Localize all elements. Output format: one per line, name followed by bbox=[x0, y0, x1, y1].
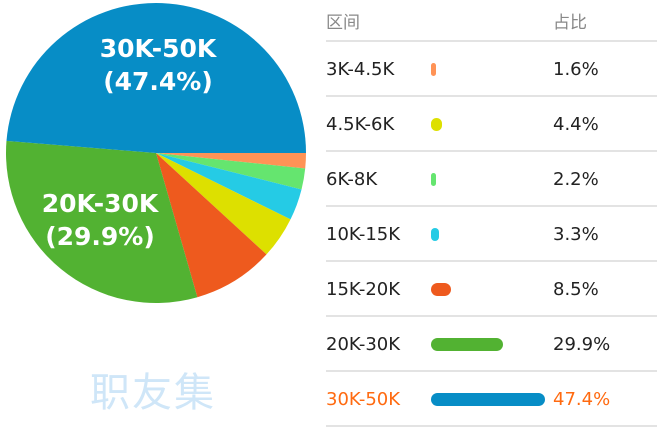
share-value: 3.3% bbox=[553, 224, 599, 245]
share-value: 8.5% bbox=[553, 279, 599, 300]
pie-slice-15K-20K bbox=[156, 153, 267, 298]
table-header: 区间 占比 bbox=[326, 0, 657, 42]
share-bar bbox=[431, 228, 439, 241]
range-label: 10K-15K bbox=[326, 224, 401, 245]
share-value: 47.4% bbox=[553, 389, 611, 410]
pie-slice-6K-8K bbox=[156, 153, 306, 190]
range-label: 20K-30K bbox=[326, 334, 401, 355]
share-value: 29.9% bbox=[553, 334, 611, 355]
share-value: 4.4% bbox=[553, 114, 599, 135]
table-row: 4.5K-6K 4.4% bbox=[326, 97, 657, 152]
share-bar bbox=[431, 118, 442, 131]
pie-slice-3K-4.5K bbox=[156, 153, 306, 169]
share-bar bbox=[431, 393, 545, 406]
table-row: 6K-8K 2.2% bbox=[326, 152, 657, 207]
pie-chart: 30K-50K (47.4%) 20K-30K (29.9%) bbox=[5, 3, 307, 304]
table-row: 3K-4.5K 1.6% bbox=[326, 42, 657, 97]
range-label: 4.5K-6K bbox=[326, 114, 395, 135]
table-row: 20K-30K 29.9% bbox=[326, 317, 657, 372]
pie-data-label: (47.4%) bbox=[103, 67, 213, 96]
table-row: 15K-20K 8.5% bbox=[326, 262, 657, 317]
range-label: 6K-8K bbox=[326, 169, 378, 190]
range-label: 15K-20K bbox=[326, 279, 401, 300]
legend-table: 区间 占比 3K-4.5K 1.6% 4.5K-6K 4.4% 6K-8K 2.2% 10K… bbox=[326, 0, 657, 427]
share-bar bbox=[431, 338, 503, 351]
pie-slice-20K-30K bbox=[5, 140, 198, 304]
watermark-logo: 职友集 bbox=[90, 370, 216, 416]
header-range: 区间 bbox=[326, 13, 360, 33]
header-share: 占比 bbox=[553, 13, 587, 33]
pie-data-label: 30K-50K bbox=[100, 34, 218, 63]
table-row: 30K-50K 47.4% bbox=[326, 372, 657, 427]
pie-slice-30K-50K bbox=[6, 3, 307, 153]
pie-slice-4.5K-6K bbox=[156, 153, 291, 255]
pie-data-label: (29.9%) bbox=[45, 222, 155, 251]
share-bar bbox=[431, 173, 437, 186]
share-value: 2.2% bbox=[553, 169, 599, 190]
range-label: 3K-4.5K bbox=[326, 59, 395, 80]
pie-slice-10K-15K bbox=[156, 153, 302, 220]
table-row: 10K-15K 3.3% bbox=[326, 207, 657, 262]
share-value: 1.6% bbox=[553, 59, 599, 80]
pie-data-label: 20K-30K bbox=[42, 189, 160, 218]
share-bar bbox=[431, 283, 452, 296]
range-label: 30K-50K bbox=[326, 389, 401, 410]
share-bar bbox=[431, 63, 436, 76]
